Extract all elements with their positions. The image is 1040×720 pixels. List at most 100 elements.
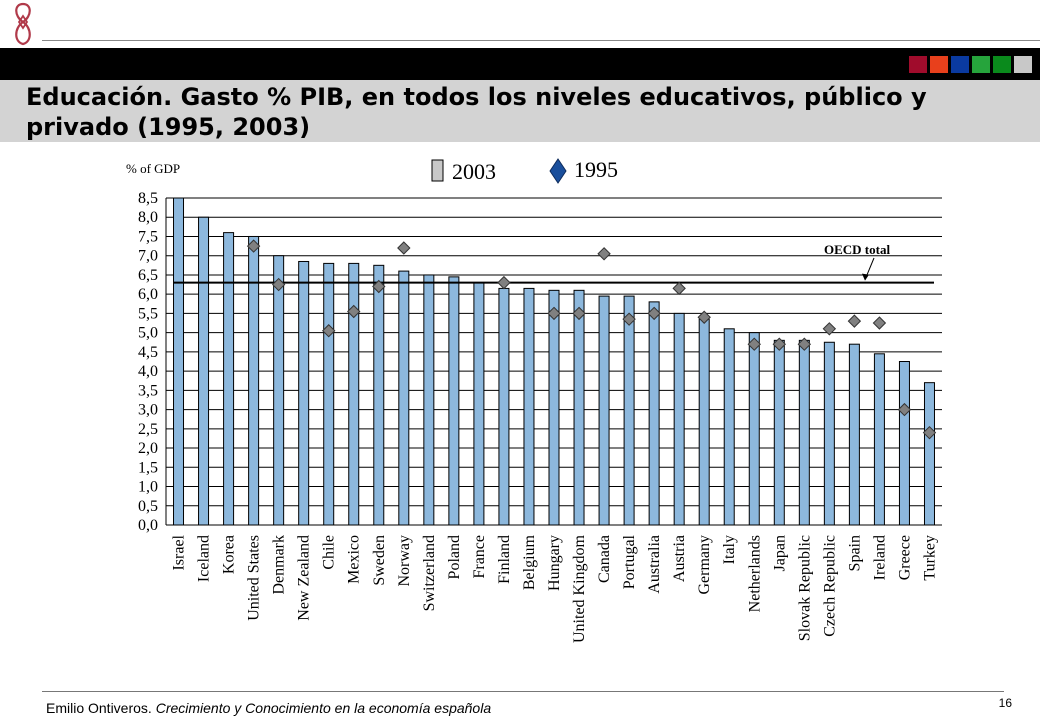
- x-tick-label: Denmark: [271, 535, 288, 595]
- bar: [398, 270, 410, 526]
- y-tick-label: 5,5: [138, 305, 158, 322]
- x-tick-label: Finland: [496, 535, 513, 584]
- bar: [423, 274, 435, 526]
- y-tick-label: 4,0: [138, 363, 158, 380]
- bar: [923, 382, 935, 526]
- marker-1995: [797, 337, 812, 351]
- x-tick-label: Ireland: [871, 535, 888, 580]
- marker-1995: [897, 402, 912, 417]
- bar: [623, 295, 635, 526]
- footer-rule: [42, 691, 1004, 692]
- y-tick-label: 2,5: [138, 421, 158, 438]
- y-tick-label: 7,5: [138, 228, 158, 245]
- accent-square: [993, 56, 1011, 73]
- y-tick-label: 8,5: [138, 190, 158, 207]
- x-tick-label: Austria: [671, 535, 688, 582]
- marker-1995: [647, 306, 661, 321]
- bar: [573, 289, 585, 526]
- page-number: 16: [998, 696, 1012, 710]
- x-tick-label: Sweden: [371, 535, 388, 586]
- legend-label-2003: 2003: [452, 159, 496, 184]
- bar: [723, 328, 735, 526]
- accent-square: [1014, 56, 1032, 73]
- x-tick-label: Israel: [171, 534, 188, 570]
- x-tick-label: Slovak Republic: [796, 535, 813, 641]
- marker-1995: [497, 275, 511, 290]
- bar: [373, 264, 385, 526]
- bar: [223, 232, 235, 526]
- bar: [523, 287, 535, 526]
- x-tick-label: Italy: [721, 535, 738, 564]
- marker-1995: [547, 306, 561, 321]
- accent-square: [930, 56, 948, 73]
- marker-1995: [572, 306, 586, 321]
- oecd-reference-label: OECD total: [824, 242, 890, 257]
- accent-square: [909, 56, 927, 73]
- x-tick-label: Australia: [646, 535, 663, 594]
- x-tick-label: Chile: [321, 535, 338, 570]
- x-tick-label: Greece: [896, 535, 913, 580]
- marker-1995: [697, 310, 711, 324]
- footer-book-title: Crecimiento y Conocimiento en la economí…: [155, 700, 492, 716]
- x-tick-label: Canada: [596, 535, 613, 583]
- marker-1995: [322, 324, 336, 338]
- marker-1995: [847, 314, 862, 328]
- bar: [323, 262, 335, 526]
- title-band: [0, 80, 1040, 142]
- bar: [298, 260, 310, 526]
- y-tick-label: 3,0: [138, 402, 158, 419]
- x-tick-label: Korea: [221, 535, 238, 574]
- y-tick-label: 7,0: [138, 248, 158, 265]
- bar: [673, 312, 685, 526]
- bar: [648, 301, 660, 526]
- y-tick-label: 8,0: [138, 209, 158, 226]
- bar: [748, 332, 760, 526]
- y-tick-label: 2,0: [138, 440, 158, 457]
- marker-1995: [672, 281, 686, 296]
- bar: [473, 282, 485, 526]
- accent-square: [951, 56, 969, 73]
- footer-author: Emilio Ontiveros.: [46, 700, 152, 716]
- bar: [548, 289, 560, 526]
- bar: [348, 262, 360, 526]
- x-tick-label: Portugal: [621, 534, 638, 589]
- y-tick-label: 6,0: [138, 286, 158, 303]
- y-tick-label: 0,0: [138, 517, 158, 534]
- bar: [698, 318, 710, 526]
- y-tick-label: 3,5: [138, 382, 158, 399]
- x-tick-label: Czech Republic: [821, 535, 838, 637]
- x-tick-label: Belgium: [521, 534, 538, 590]
- marker-1995: [372, 279, 386, 294]
- legend-swatch-1995: [549, 158, 567, 184]
- x-tick-label: Iceland: [196, 535, 213, 582]
- accent-square: [972, 56, 990, 73]
- x-tick-label: Turkey: [921, 535, 938, 581]
- marker-1995: [397, 241, 411, 255]
- bar: [898, 361, 910, 526]
- marker-1995: [347, 304, 361, 319]
- x-tick-label: Norway: [396, 535, 413, 587]
- y-tick-label: 6,5: [138, 267, 158, 284]
- x-tick-label: Poland: [446, 535, 463, 579]
- header-band: [0, 48, 1040, 80]
- x-tick-label: Germany: [696, 535, 713, 595]
- bar: [873, 353, 885, 526]
- legend-label-1995: 1995: [574, 157, 618, 182]
- bar: [198, 216, 210, 526]
- legend-swatch-2003: [431, 159, 444, 182]
- marker-1995: [922, 425, 937, 440]
- marker-1995: [872, 316, 887, 330]
- y-tick-label: 1,0: [138, 479, 158, 496]
- marker-1995: [597, 247, 611, 261]
- bar: [248, 235, 260, 526]
- marker-1995: [622, 312, 636, 326]
- accent-squares: [909, 56, 1032, 73]
- y-tick-label: 1,5: [138, 459, 158, 476]
- bar: [498, 287, 510, 526]
- bar: [448, 276, 460, 526]
- bar: [773, 339, 785, 526]
- marker-1995: [271, 277, 286, 292]
- y-tick-label: 5,0: [138, 325, 158, 342]
- x-tick-label: Netherlands: [746, 535, 763, 612]
- marker-1995: [246, 239, 261, 253]
